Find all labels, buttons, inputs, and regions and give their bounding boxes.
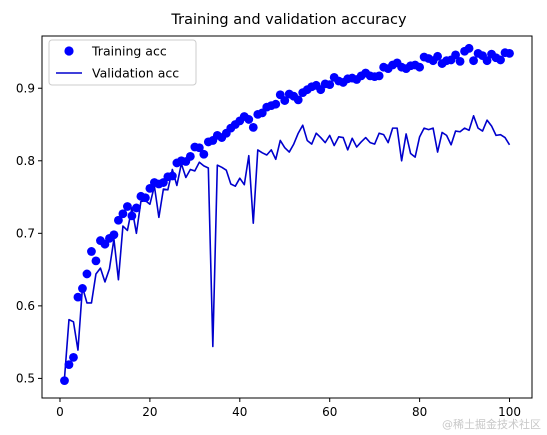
x-tick-label: 60 (322, 405, 337, 419)
training-acc-point (114, 215, 123, 225)
plot-frame (41, 35, 533, 399)
y-tick-label: 0.8 (16, 154, 35, 168)
training-acc-point (433, 51, 442, 61)
training-acc-point (280, 96, 290, 105)
training-acc-point (505, 49, 514, 58)
legend-box (48, 39, 197, 86)
training-acc-point (82, 269, 92, 279)
training-acc-point (78, 284, 87, 293)
legend-training-acc-label: Training acc (91, 44, 167, 59)
training-acc-point (244, 115, 254, 124)
training-acc-point (87, 247, 96, 256)
training-acc-point (374, 71, 384, 81)
training-acc-point (482, 56, 492, 66)
x-axis: 0 20 40 60 80 100 (56, 398, 521, 419)
y-tick-label: 0.5 (16, 372, 35, 386)
legend: Training acc Validation acc (48, 39, 197, 86)
training-acc-point (73, 292, 83, 302)
series-training-acc-points (60, 43, 514, 385)
training-acc-point (496, 55, 505, 65)
legend-validation-acc-label: Validation acc (92, 66, 179, 81)
training-acc-point (455, 56, 465, 66)
x-tick-label: 40 (232, 405, 247, 419)
watermark: @稀土掘金技术社区 (442, 417, 541, 431)
training-acc-point (140, 193, 150, 203)
y-tick-label: 0.6 (16, 299, 35, 313)
chart-title: Training and validation accuracy (170, 12, 407, 28)
training-acc-point (60, 376, 69, 385)
training-acc-point (199, 149, 209, 159)
training-acc-point (194, 143, 204, 153)
training-acc-point (127, 211, 137, 221)
training-acc-point (132, 203, 141, 213)
training-acc-point (109, 230, 119, 240)
y-tick-label: 0.9 (16, 82, 35, 96)
series-validation-acc-line (63, 115, 511, 379)
legend-training-acc-marker (64, 46, 74, 56)
training-acc-point (451, 50, 460, 60)
training-acc-point (248, 123, 258, 132)
x-tick-label: 0 (56, 405, 64, 419)
y-tick-label: 0.7 (16, 227, 35, 241)
training-acc-point (185, 152, 195, 161)
training-acc-point (91, 256, 101, 266)
training-acc-point (69, 352, 78, 362)
y-axis: 0.5 0.6 0.7 0.8 0.9 (16, 82, 42, 386)
training-acc-point (415, 62, 425, 72)
training-acc-point (118, 209, 128, 219)
training-acc-point (325, 80, 335, 90)
x-tick-label: 80 (412, 405, 427, 419)
training-acc-point (123, 202, 132, 211)
training-acc-point (271, 99, 281, 109)
training-acc-point (167, 171, 177, 181)
training-acc-point (64, 360, 74, 370)
x-tick-label: 100 (498, 405, 521, 419)
training-acc-point (464, 43, 474, 53)
x-tick-label: 20 (142, 405, 157, 419)
training-acc-point (293, 95, 303, 105)
training-acc-point (469, 56, 478, 66)
